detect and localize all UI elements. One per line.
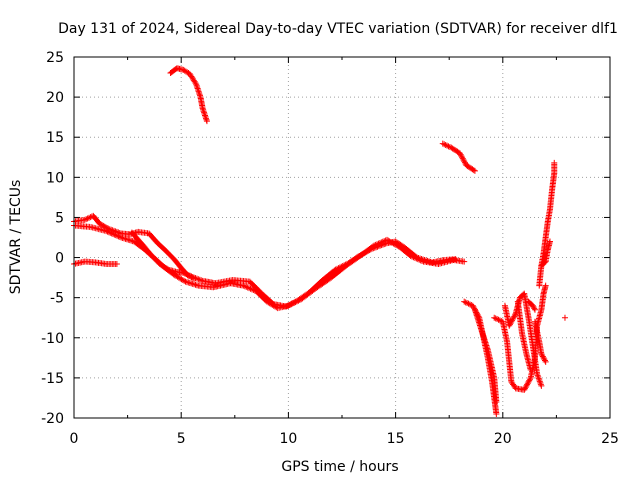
y-tick-label: -15: [41, 371, 64, 387]
series-track-j: [501, 290, 545, 389]
y-tick-label: -10: [41, 331, 64, 347]
y-tick-label: 0: [55, 251, 64, 267]
series-markers: [561, 314, 568, 321]
x-tick-label: 10: [279, 431, 297, 447]
y-tick-label: 5: [55, 210, 64, 226]
series-markers: [439, 140, 478, 174]
series-track-n: [536, 159, 558, 289]
x-tick-label: 20: [494, 431, 512, 447]
y-tick-label: -20: [41, 411, 64, 427]
series-track-f: [439, 140, 478, 174]
chart-title: Day 131 of 2024, Sidereal Day-to-day VTE…: [58, 21, 618, 37]
series-markers: [128, 229, 459, 310]
ticks: 0 5 10 15 20 25 -20 -15 -10 -5 0 5 10 15 20 25: [41, 50, 619, 447]
series-markers: [536, 159, 558, 289]
y-tick-label: 15: [46, 130, 64, 146]
grid: [74, 57, 610, 418]
series-markers: [167, 65, 210, 125]
series-track-l: [525, 298, 538, 313]
series-markers: [538, 238, 553, 269]
series-track-c: [128, 229, 459, 310]
y-tick-label: -5: [50, 291, 64, 307]
y-tick-label: 10: [46, 170, 64, 186]
series-track-o: [538, 238, 553, 269]
y-axis-label: SDTVAR / TECUs: [8, 180, 24, 295]
series-markers: [525, 298, 538, 313]
series-markers: [471, 306, 500, 405]
series-track-m: [531, 318, 549, 365]
data-points: [71, 65, 568, 417]
x-tick-label: 0: [70, 431, 79, 447]
series-track-e: [167, 65, 210, 125]
series-markers: [531, 318, 549, 365]
plot-border: [73, 56, 611, 419]
x-tick-label: 5: [177, 431, 186, 447]
series-track-h: [471, 306, 500, 405]
x-tick-label: 25: [601, 431, 619, 447]
x-axis-label: GPS time / hours: [281, 459, 398, 475]
series-markers: [501, 290, 545, 389]
series-track-k: [514, 298, 534, 373]
series-markers: [514, 298, 534, 373]
y-tick-label: 20: [46, 90, 64, 106]
y-tick-label: 25: [46, 50, 64, 66]
x-tick-label: 15: [387, 431, 405, 447]
series-track-p: [561, 314, 568, 321]
